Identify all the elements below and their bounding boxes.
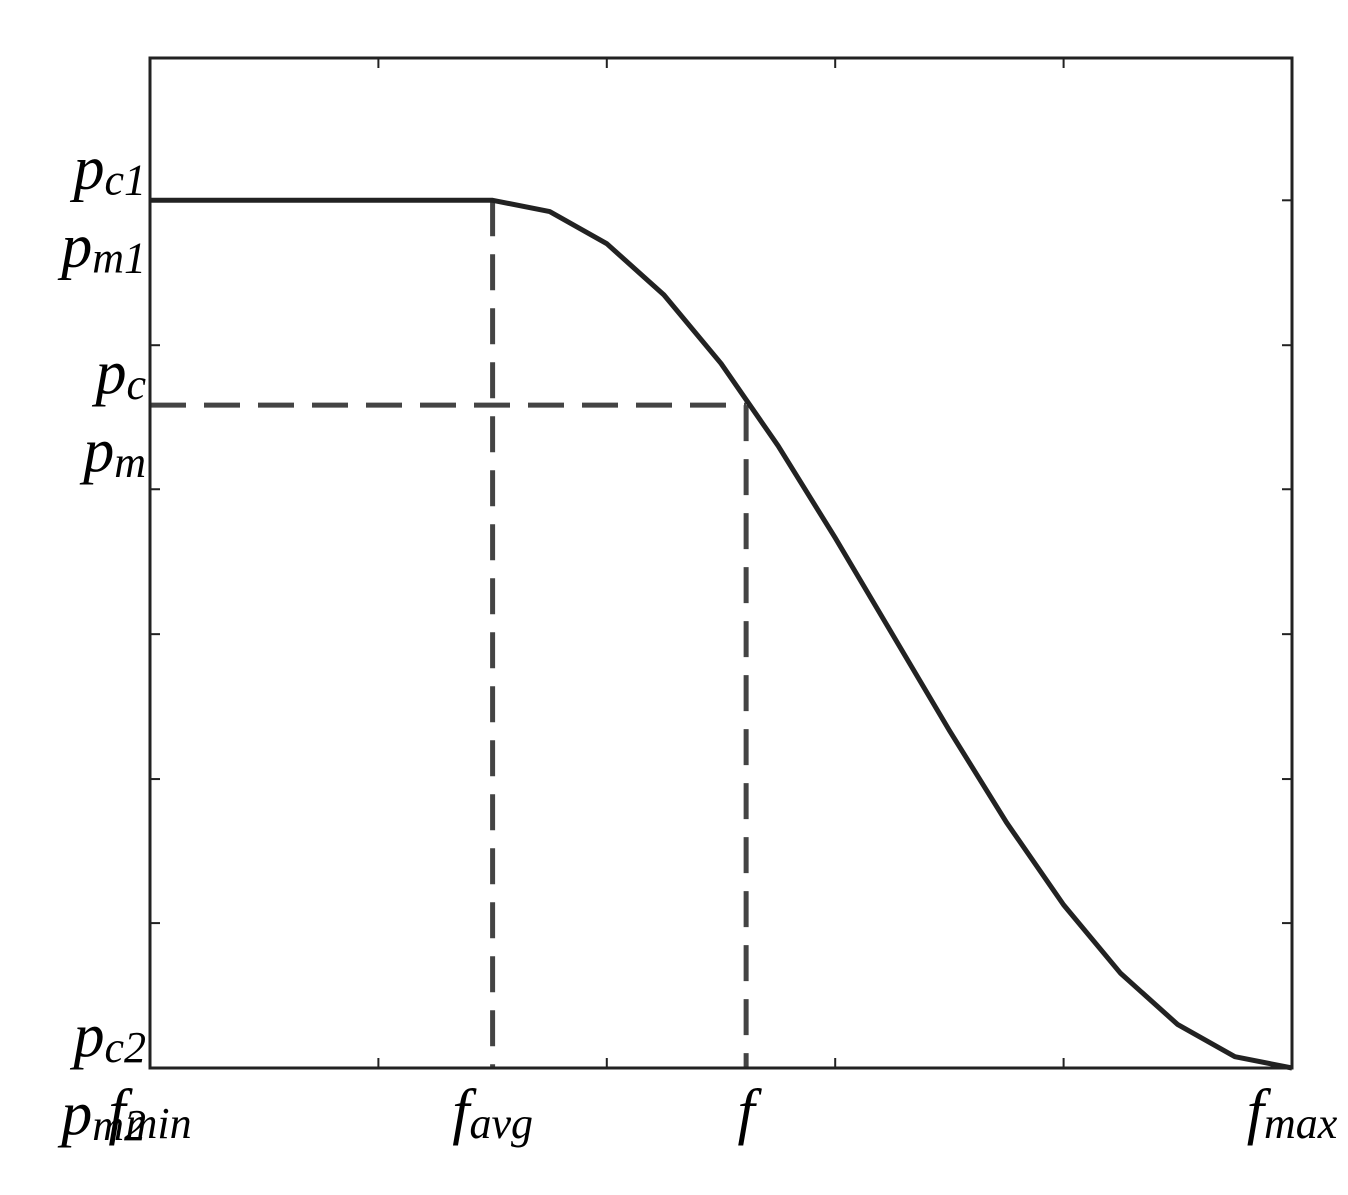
x-tick-label: f (738, 1078, 763, 1146)
data-line (150, 197, 1293, 1071)
x-tick-label: fmax (1247, 1078, 1338, 1148)
plot-frame (148, 56, 1294, 1070)
y-tick-label: pc1 (69, 134, 146, 204)
y-tick-label: pm2 (57, 1080, 146, 1150)
y-tick-label: pc (91, 339, 146, 409)
y-tick-label: pm (79, 417, 146, 487)
y-tick-label: pm1 (57, 212, 146, 282)
x-tick-label: favg (452, 1078, 533, 1148)
y-tick-label: pc2 (69, 1002, 146, 1072)
